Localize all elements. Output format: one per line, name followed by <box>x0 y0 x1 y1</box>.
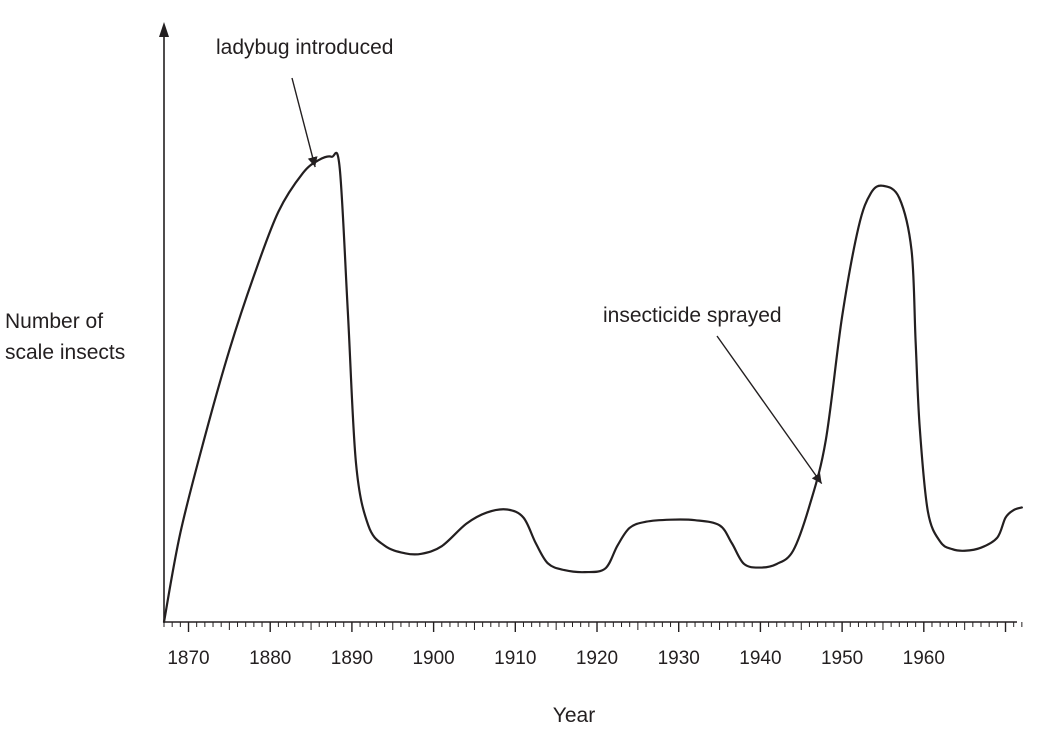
x-tick-label: 1910 <box>494 648 536 669</box>
annotation-label: insecticide sprayed <box>603 304 782 327</box>
annotation-arrow <box>716 335 823 485</box>
x-axis-tick-labels: 1870 1880 1890 1900 1910 1920 1930 1940 1950 1960 <box>167 648 945 669</box>
annotation-arrow <box>291 77 318 168</box>
x-axis-title: Year <box>553 704 595 727</box>
y-axis-arrowhead <box>159 22 169 37</box>
x-tick-label: 1950 <box>821 648 863 669</box>
x-tick-label: 1940 <box>739 648 781 669</box>
annotation-label: ladybug introduced <box>216 36 393 59</box>
x-tick-label: 1920 <box>576 648 618 669</box>
x-tick-label: 1870 <box>167 648 209 669</box>
x-axis-ticks <box>163 622 1023 632</box>
x-tick-label: 1960 <box>903 648 945 669</box>
y-axis-title: Number of scale insects <box>5 306 125 368</box>
x-tick-label: 1890 <box>331 648 373 669</box>
series-line-scale-insects <box>162 151 1023 624</box>
x-tick-label: 1880 <box>249 648 291 669</box>
x-tick-label: 1900 <box>412 648 454 669</box>
y-axis-title-line-2: scale insects <box>5 341 126 364</box>
x-tick-label: 1930 <box>658 648 700 669</box>
annotations: ladybug introduced insecticide sprayed <box>216 36 823 485</box>
y-axis-title-line-1: Number of <box>5 310 104 333</box>
